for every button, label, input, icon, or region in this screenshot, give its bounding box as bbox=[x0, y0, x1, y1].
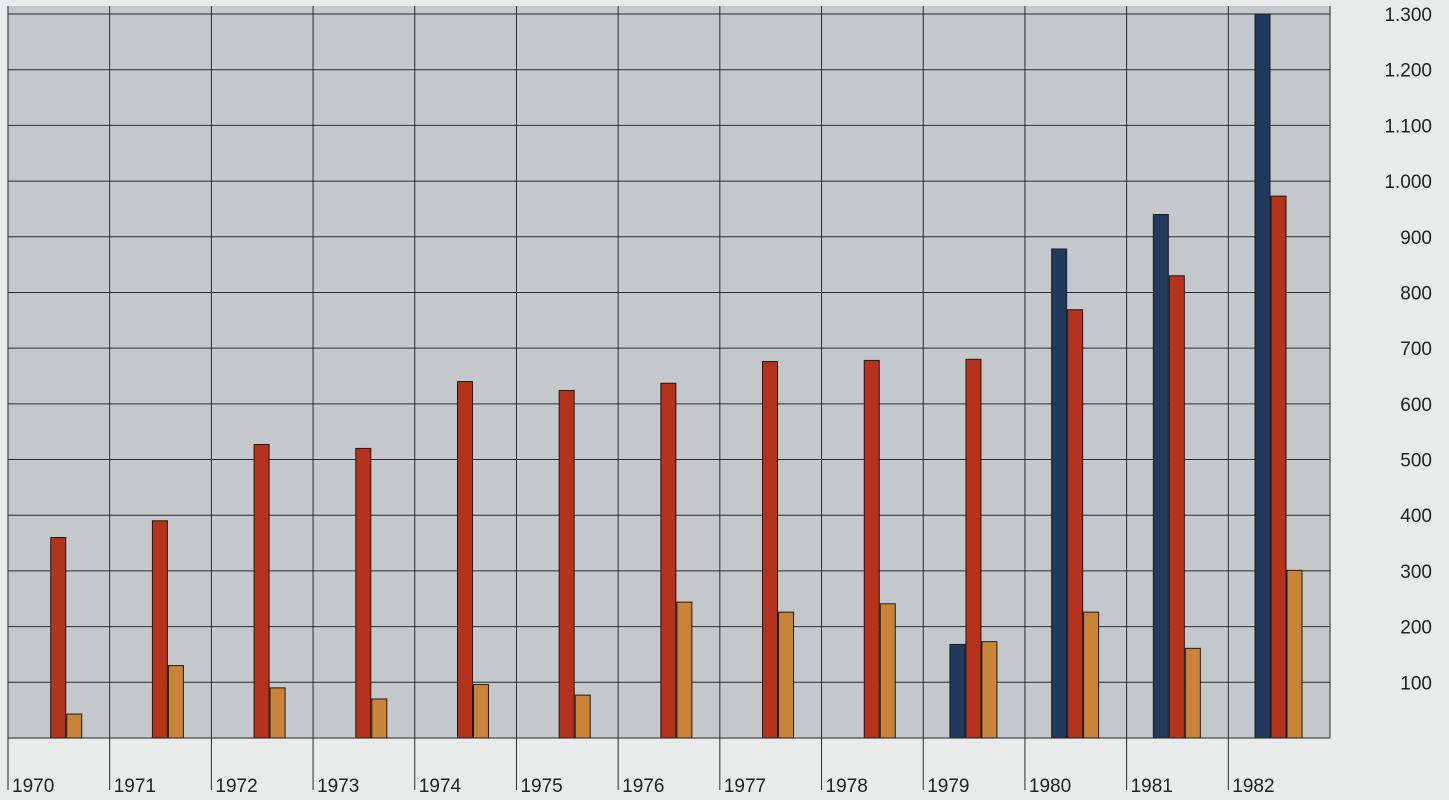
bar-1979-s2 bbox=[981, 641, 998, 739]
x-category-label: 1977 bbox=[724, 776, 766, 797]
x-category-label: 1972 bbox=[215, 776, 257, 797]
y-tick-label: 600 bbox=[1400, 395, 1432, 416]
y-tick-label: 300 bbox=[1400, 562, 1432, 583]
bar-1972-s2 bbox=[269, 687, 286, 739]
bar-1972-s1 bbox=[253, 444, 270, 739]
bar-1973-s1 bbox=[355, 447, 372, 739]
bar-1971-s1 bbox=[151, 520, 168, 739]
bar-1970-s2 bbox=[66, 713, 83, 739]
y-tick-label: 400 bbox=[1400, 506, 1432, 527]
bar-1974-s1 bbox=[456, 381, 473, 739]
y-tick-label: 1.200 bbox=[1384, 61, 1432, 82]
x-category-label: 1978 bbox=[826, 776, 868, 797]
bar-1974-s2 bbox=[472, 684, 489, 739]
x-category-label: 1976 bbox=[622, 776, 664, 797]
bar-1981-s1 bbox=[1168, 275, 1185, 739]
bar-1981-s0 bbox=[1152, 213, 1169, 739]
bar-1982-s2 bbox=[1286, 569, 1303, 739]
grid-lines bbox=[7, 6, 1331, 790]
y-tick-label: 800 bbox=[1400, 283, 1432, 304]
bar-1978-s2 bbox=[879, 603, 896, 739]
bar-1979-s0 bbox=[949, 643, 966, 739]
bar-1980-s2 bbox=[1083, 611, 1100, 739]
bar-1971-s2 bbox=[167, 665, 184, 739]
bar-1977-s1 bbox=[762, 361, 779, 739]
y-tick-label: 500 bbox=[1400, 451, 1432, 472]
bar-1982-s0 bbox=[1254, 13, 1271, 739]
x-category-label: 1973 bbox=[317, 776, 359, 797]
bar-1977-s2 bbox=[778, 611, 795, 739]
y-tick-label: 1.000 bbox=[1384, 172, 1432, 193]
x-category-label: 1971 bbox=[114, 776, 156, 797]
y-axis-tick-labels: 100 200 300 400 500 600 700 800 900 1.000 1.100 1.2… bbox=[1384, 5, 1432, 694]
bar-1973-s2 bbox=[371, 698, 388, 739]
bar-1982-s1 bbox=[1270, 195, 1287, 739]
x-category-label: 1979 bbox=[927, 776, 969, 797]
y-tick-label: 200 bbox=[1400, 618, 1432, 639]
y-tick-label: 1.100 bbox=[1384, 116, 1432, 137]
y-tick-label: 100 bbox=[1400, 673, 1432, 694]
x-category-label: 1980 bbox=[1029, 776, 1071, 797]
bar-1976-s1 bbox=[660, 382, 677, 739]
bar-1975-s1 bbox=[558, 389, 575, 739]
bar-1980-s1 bbox=[1067, 309, 1084, 739]
x-category-label: 1975 bbox=[520, 776, 562, 797]
bars bbox=[50, 13, 1303, 739]
bar-1979-s1 bbox=[965, 358, 982, 739]
y-tick-label: 1.300 bbox=[1384, 5, 1432, 26]
bar-1981-s2 bbox=[1184, 647, 1201, 739]
x-axis-category-labels: 1970 1971 1972 1973 1974 1975 1976 1977 1978 1979… bbox=[12, 776, 1275, 797]
x-category-label: 1974 bbox=[419, 776, 462, 797]
bar-1976-s2 bbox=[676, 601, 693, 739]
x-category-label: 1981 bbox=[1131, 776, 1173, 797]
bar-1980-s0 bbox=[1051, 248, 1068, 739]
bar-1978-s1 bbox=[863, 359, 880, 739]
x-category-label: 1982 bbox=[1232, 776, 1274, 797]
y-tick-label: 900 bbox=[1400, 228, 1432, 249]
bar-1970-s1 bbox=[50, 537, 67, 739]
x-category-label: 1970 bbox=[12, 776, 54, 797]
bar-1975-s2 bbox=[574, 694, 591, 739]
y-tick-label: 700 bbox=[1400, 339, 1432, 360]
